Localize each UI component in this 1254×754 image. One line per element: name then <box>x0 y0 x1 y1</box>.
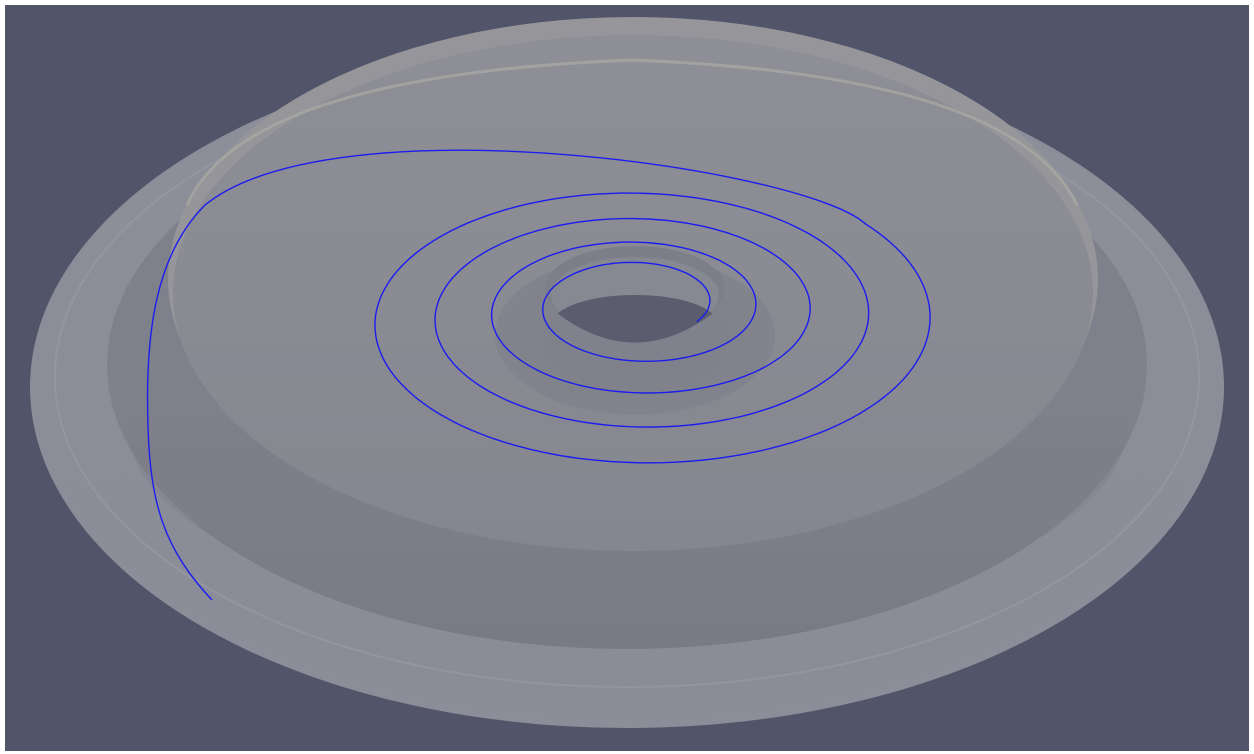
3d-scene[interactable] <box>5 5 1249 751</box>
upper-disc-top-edge <box>185 58 1079 206</box>
center-hole-front-lip <box>553 310 717 366</box>
streamline-spiral <box>146 149 931 601</box>
